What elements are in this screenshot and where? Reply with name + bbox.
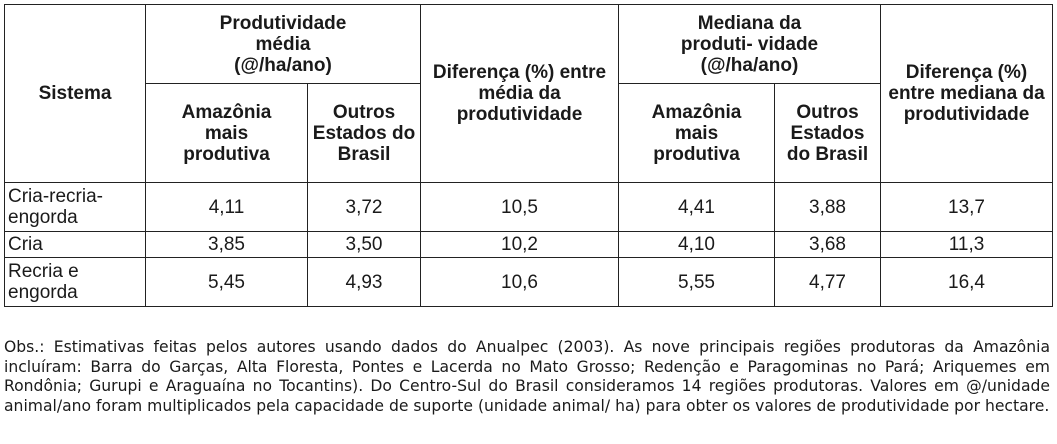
- header-outros-media: Outros Estados do Brasil: [307, 83, 421, 183]
- cell-outros-media: 3,50: [307, 231, 421, 258]
- cell-sistema: Recria e engorda: [4, 257, 146, 307]
- header-diferenca-mediana: Diferença (%) entre mediana da produtivi…: [880, 4, 1054, 183]
- cell-sistema: Cria: [4, 231, 146, 258]
- table-row: Cria-recria- engorda 4,11 3,72 10,5 4,41…: [4, 182, 1054, 232]
- header-amazonia-mediana: Amazônia mais produtiva: [618, 83, 775, 183]
- header-produtividade-media: Produtividade média (@/ha/ano): [145, 4, 421, 84]
- header-diferenca-media: Diferença (%) entre média da produtivida…: [420, 4, 619, 183]
- cell-outros-mediana: 3,88: [773, 182, 882, 232]
- cell-amazonia-mediana: 4,10: [618, 231, 775, 258]
- cell-amazonia-media: 5,45: [145, 257, 308, 307]
- header-amazonia-media: Amazônia mais produtiva: [145, 83, 308, 183]
- cell-outros-media: 3,72: [307, 182, 421, 232]
- table-row: Recria e engorda 5,45 4,93 10,6 5,55 4,7…: [4, 257, 1054, 307]
- cell-diferenca-media: 10,5: [420, 182, 619, 232]
- cell-outros-mediana: 3,68: [773, 231, 882, 258]
- header-sistema: Sistema: [4, 4, 146, 183]
- table-row: Cria 3,85 3,50 10,2 4,10 3,68 11,3: [4, 231, 1054, 258]
- footnote: Obs.: Estimativas feitas pelos autores u…: [4, 338, 1050, 415]
- header-mediana-produtividade: Mediana da produti- vidade (@/ha/ano): [617, 4, 882, 84]
- cell-amazonia-media: 3,85: [145, 231, 308, 258]
- cell-diferenca-mediana: 13,7: [880, 182, 1054, 232]
- productivity-table: Sistema Produtividade média (@/ha/ano) D…: [4, 4, 1054, 307]
- cell-amazonia-media: 4,11: [145, 182, 308, 232]
- cell-sistema: Cria-recria- engorda: [4, 182, 146, 232]
- header-outros-mediana: Outros Estados do Brasil: [773, 83, 882, 183]
- cell-diferenca-mediana: 11,3: [880, 231, 1054, 258]
- cell-outros-media: 4,93: [307, 257, 421, 307]
- cell-outros-mediana: 4,77: [773, 257, 882, 307]
- cell-amazonia-mediana: 4,41: [618, 182, 775, 232]
- cell-diferenca-media: 10,2: [420, 231, 619, 258]
- cell-diferenca-media: 10,6: [420, 257, 619, 307]
- cell-amazonia-mediana: 5,55: [618, 257, 775, 307]
- cell-diferenca-mediana: 16,4: [880, 257, 1054, 307]
